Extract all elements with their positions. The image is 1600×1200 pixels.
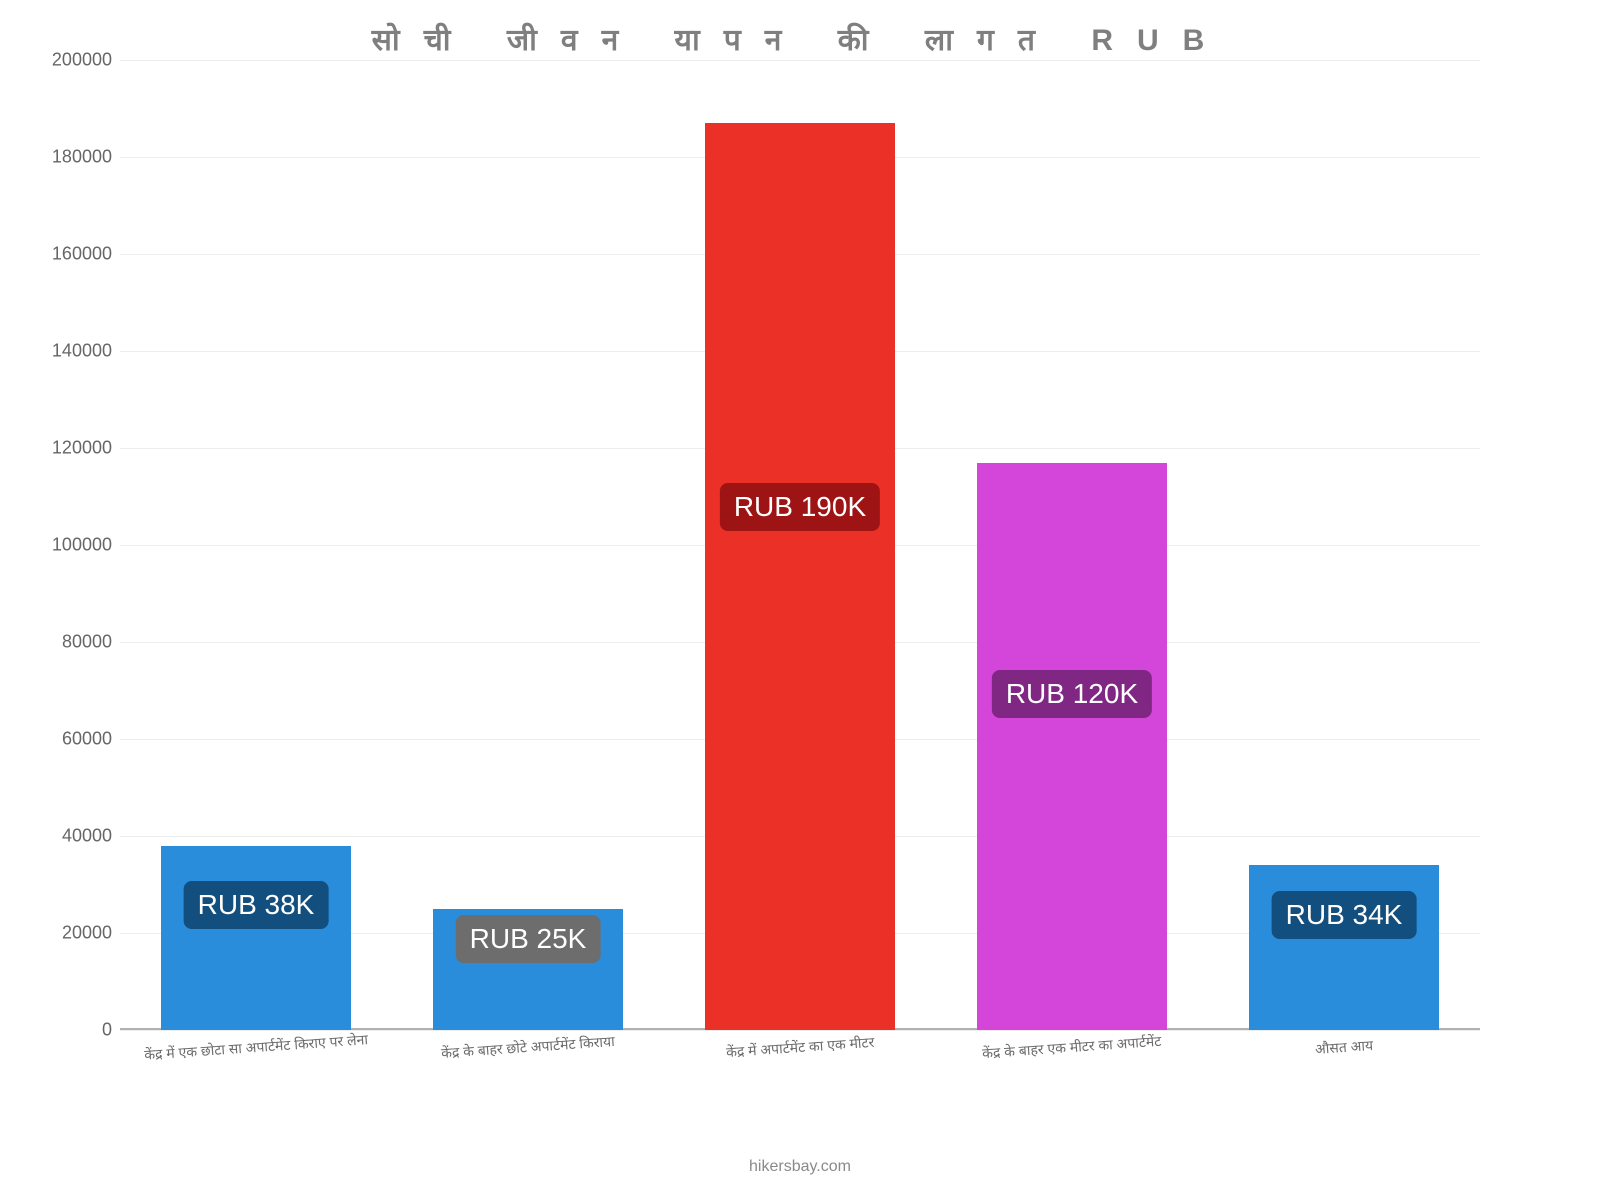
y-tick-label: 80000 — [62, 632, 112, 653]
grid-line — [120, 1030, 1480, 1031]
y-tick-label: 60000 — [62, 729, 112, 750]
plot-area: RUB 38K RUB 25K RUB 190K RUB 120K RUB 34K — [120, 60, 1480, 1030]
bar-value-label: RUB 190K — [720, 483, 880, 531]
x-category-label: औसत आय — [1208, 1038, 1480, 1057]
y-tick-label: 40000 — [62, 826, 112, 847]
grid-line — [120, 60, 1480, 61]
y-tick-label: 200000 — [52, 50, 112, 71]
y-axis: 0200004000060000800001000001200001400001… — [0, 60, 120, 1030]
bar: RUB 38K — [161, 846, 351, 1030]
bar: RUB 25K — [433, 909, 623, 1030]
y-tick-label: 20000 — [62, 923, 112, 944]
y-tick-label: 120000 — [52, 438, 112, 459]
bar-value-label: RUB 38K — [184, 881, 329, 929]
cost-of-living-bar-chart: सोची जीवन यापन की लागत RUB 0 20000 40000 60… — [0, 0, 1600, 1200]
bar-value-label: RUB 25K — [456, 915, 601, 963]
y-tick-label: 140000 — [52, 341, 112, 362]
bar-value-label: RUB 34K — [1272, 891, 1417, 939]
x-category-label: केंद्र के बाहर छोटे अपार्टमेंट किराया — [392, 1038, 664, 1057]
y-tick-label: 100000 — [52, 535, 112, 556]
y-tick-label: 0 — [102, 1020, 112, 1041]
bar-value-label: RUB 120K — [992, 670, 1152, 718]
x-category-label: केंद्र में अपार्टमेंट का एक मीटर — [664, 1038, 936, 1057]
x-category-label: केंद्र के बाहर एक मीटर का अपार्टमेंट — [936, 1038, 1208, 1057]
x-category-label: केंद्र में एक छोटा सा अपार्टमेंट किराए प… — [120, 1038, 392, 1057]
source-attribution: hikersbay.com — [0, 1158, 1600, 1176]
y-tick-label: 160000 — [52, 244, 112, 265]
y-tick-label: 180000 — [52, 147, 112, 168]
bar: RUB 190K — [705, 123, 895, 1030]
chart-title: सोची जीवन यापन की लागत RUB — [0, 18, 1600, 59]
bar: RUB 34K — [1249, 865, 1439, 1030]
bar: RUB 120K — [977, 463, 1167, 1030]
